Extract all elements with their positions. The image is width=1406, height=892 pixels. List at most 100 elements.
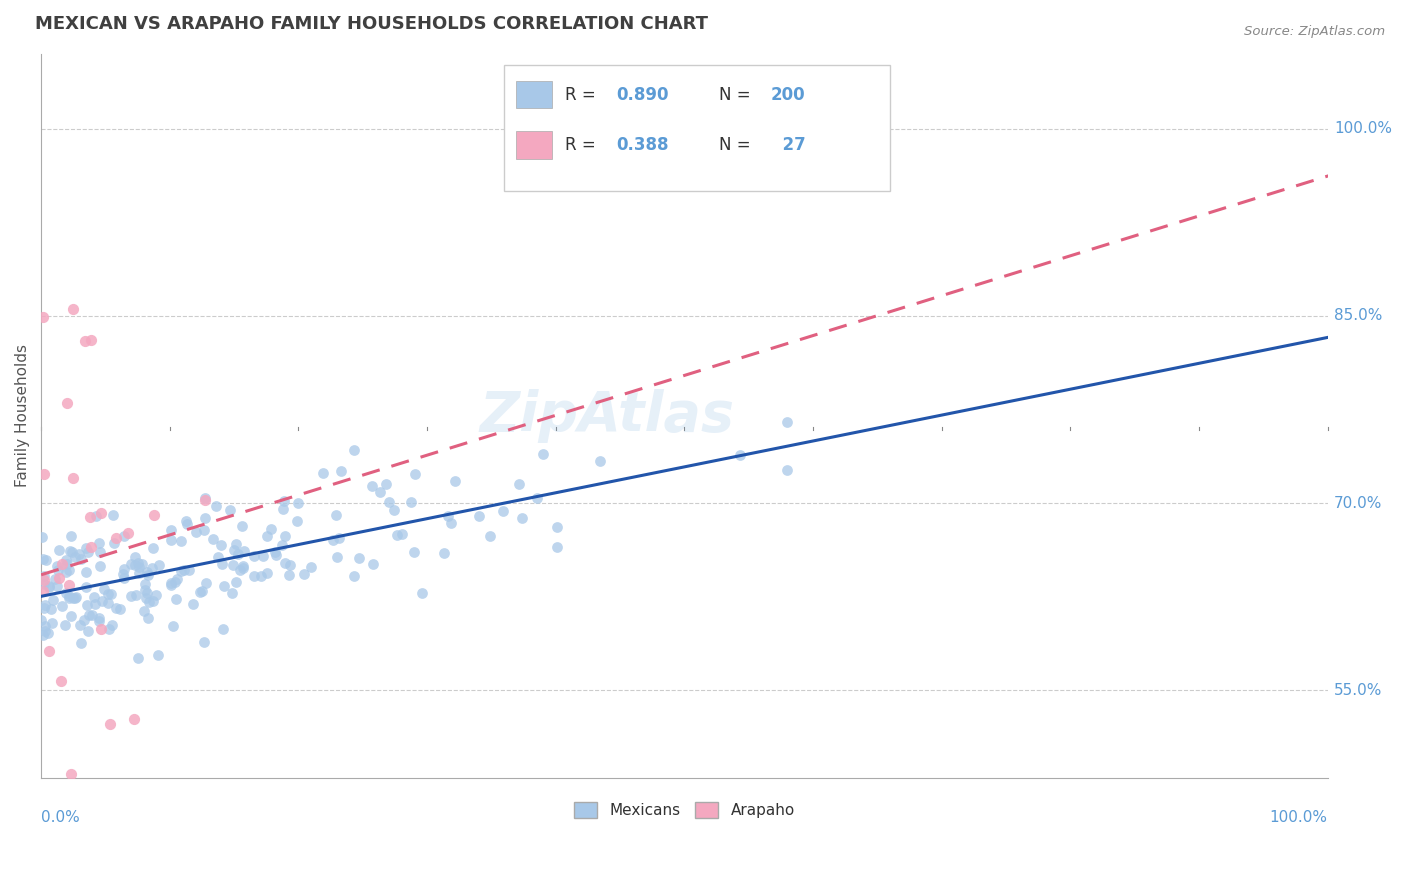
Point [48,571,70,585]
Point [174,514,197,528]
Point [52,851,75,865]
Point [30,613,52,627]
Point [80,540,103,554]
Point [73,334,96,349]
Point [75,541,97,556]
Point [411,586,433,600]
Point [65,590,87,604]
Point [58,589,80,603]
Point [59,767,82,781]
Text: 85.0%: 85.0% [1334,309,1382,324]
Point [69,617,91,632]
Point [37,626,59,640]
Point [62,545,84,559]
Point [112,528,135,542]
Point [124,550,146,565]
Point [347,550,370,565]
Point [382,503,405,517]
Point [285,514,308,528]
Point [136,611,159,625]
Point [146,648,169,662]
Point [231,519,253,533]
Point [274,556,297,570]
Point [221,586,243,600]
Point [212,623,235,637]
Point [195,576,218,591]
Point [492,503,515,517]
Point [193,524,215,538]
Point [325,508,347,522]
Point [249,569,271,583]
Point [62,591,84,605]
Point [56,558,79,572]
Point [312,466,335,480]
Point [75,580,97,594]
Point [278,558,301,572]
Point [34,624,56,639]
Point [361,557,384,571]
Point [260,522,283,536]
Point [404,545,426,559]
Point [163,575,186,590]
Point [159,575,181,590]
Point [76,598,98,612]
Point [134,577,156,591]
Point [256,566,278,580]
Point [93,582,115,597]
Point [274,528,297,542]
Text: ZipAtlas: ZipAtlas [479,389,735,442]
Text: 100.0%: 100.0% [1270,810,1327,825]
Point [131,558,153,572]
Point [252,549,274,563]
Point [136,568,159,582]
Point [225,575,247,590]
Point [294,566,316,581]
Text: MEXICAN VS ARAPAHO FAMILY HOUSEHOLDS CORRELATION CHART: MEXICAN VS ARAPAHO FAMILY HOUSEHOLDS COR… [35,15,707,33]
Text: R =: R = [565,86,600,103]
Point [159,533,181,547]
Point [32,573,55,587]
Point [63,591,86,605]
Point [228,563,250,577]
Point [326,550,349,565]
Point [378,494,401,508]
Point [112,561,135,575]
Point [375,477,398,491]
Point [202,532,225,546]
Point [38,644,60,658]
Point [32,310,55,324]
Point [84,508,107,523]
Point [77,607,100,622]
Point [270,538,292,552]
Point [385,528,408,542]
Point [87,535,110,549]
Point [287,496,309,510]
Point [51,557,73,571]
Point [31,529,53,543]
Point [90,594,112,608]
Point [177,562,200,576]
Text: N =: N = [718,86,756,103]
Point [440,516,463,530]
Text: 200: 200 [770,86,806,103]
Point [45,578,67,592]
Point [278,568,301,582]
Point [243,569,266,583]
Point [589,453,612,467]
Legend: Mexicans, Arapaho: Mexicans, Arapaho [568,796,801,824]
Point [101,617,124,632]
Point [546,540,568,554]
Text: N =: N = [718,136,756,154]
Point [104,600,127,615]
Point [444,475,467,489]
Point [75,566,97,580]
Point [32,569,55,583]
Point [100,587,122,601]
Point [526,491,548,505]
Point [89,545,111,559]
Point [138,595,160,609]
Point [176,517,198,532]
Text: R =: R = [565,136,600,154]
Bar [516,131,551,159]
Point [34,619,56,633]
